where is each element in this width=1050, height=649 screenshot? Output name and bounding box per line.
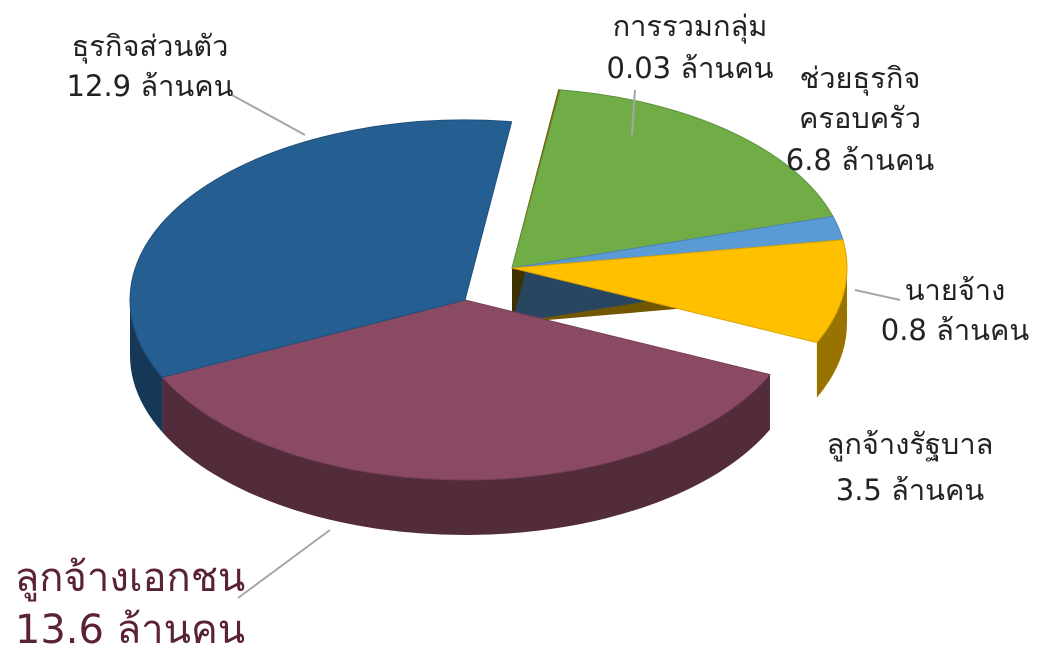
category-label: การรวมกลุ่ม <box>613 9 768 44</box>
slice <box>161 299 771 481</box>
slice <box>511 239 848 344</box>
slice-side <box>816 268 847 398</box>
data-label: 12.9 ล้านคน <box>67 69 234 103</box>
slice-side <box>162 374 770 536</box>
slice <box>511 89 834 269</box>
data-label: 3.5 ล้านคน <box>836 473 985 507</box>
category-label: ธุรกิจส่วนตัว <box>72 29 229 64</box>
data-label: 0.8 ล้านคน <box>881 313 1030 347</box>
slice <box>129 119 513 378</box>
data-label: 0.03 ล้านคน <box>607 51 774 85</box>
data-label: 13.6 ล้านคน <box>15 607 245 649</box>
leader-line <box>231 94 306 136</box>
category-label: ช่วยธุรกิจ <box>800 61 921 96</box>
data-label: 6.8 ล้านคน <box>786 143 935 177</box>
category-label: ลูกจ้างรัฐบาล <box>827 427 994 462</box>
category-label: ครอบครัว <box>799 101 921 135</box>
leader-line <box>854 289 901 301</box>
category-label: นายจ้าง <box>905 273 1006 307</box>
slice-side <box>130 300 163 433</box>
category-label: ลูกจ้างเอกชน <box>15 555 246 601</box>
leader-line <box>237 529 331 599</box>
leader-line <box>631 89 636 136</box>
